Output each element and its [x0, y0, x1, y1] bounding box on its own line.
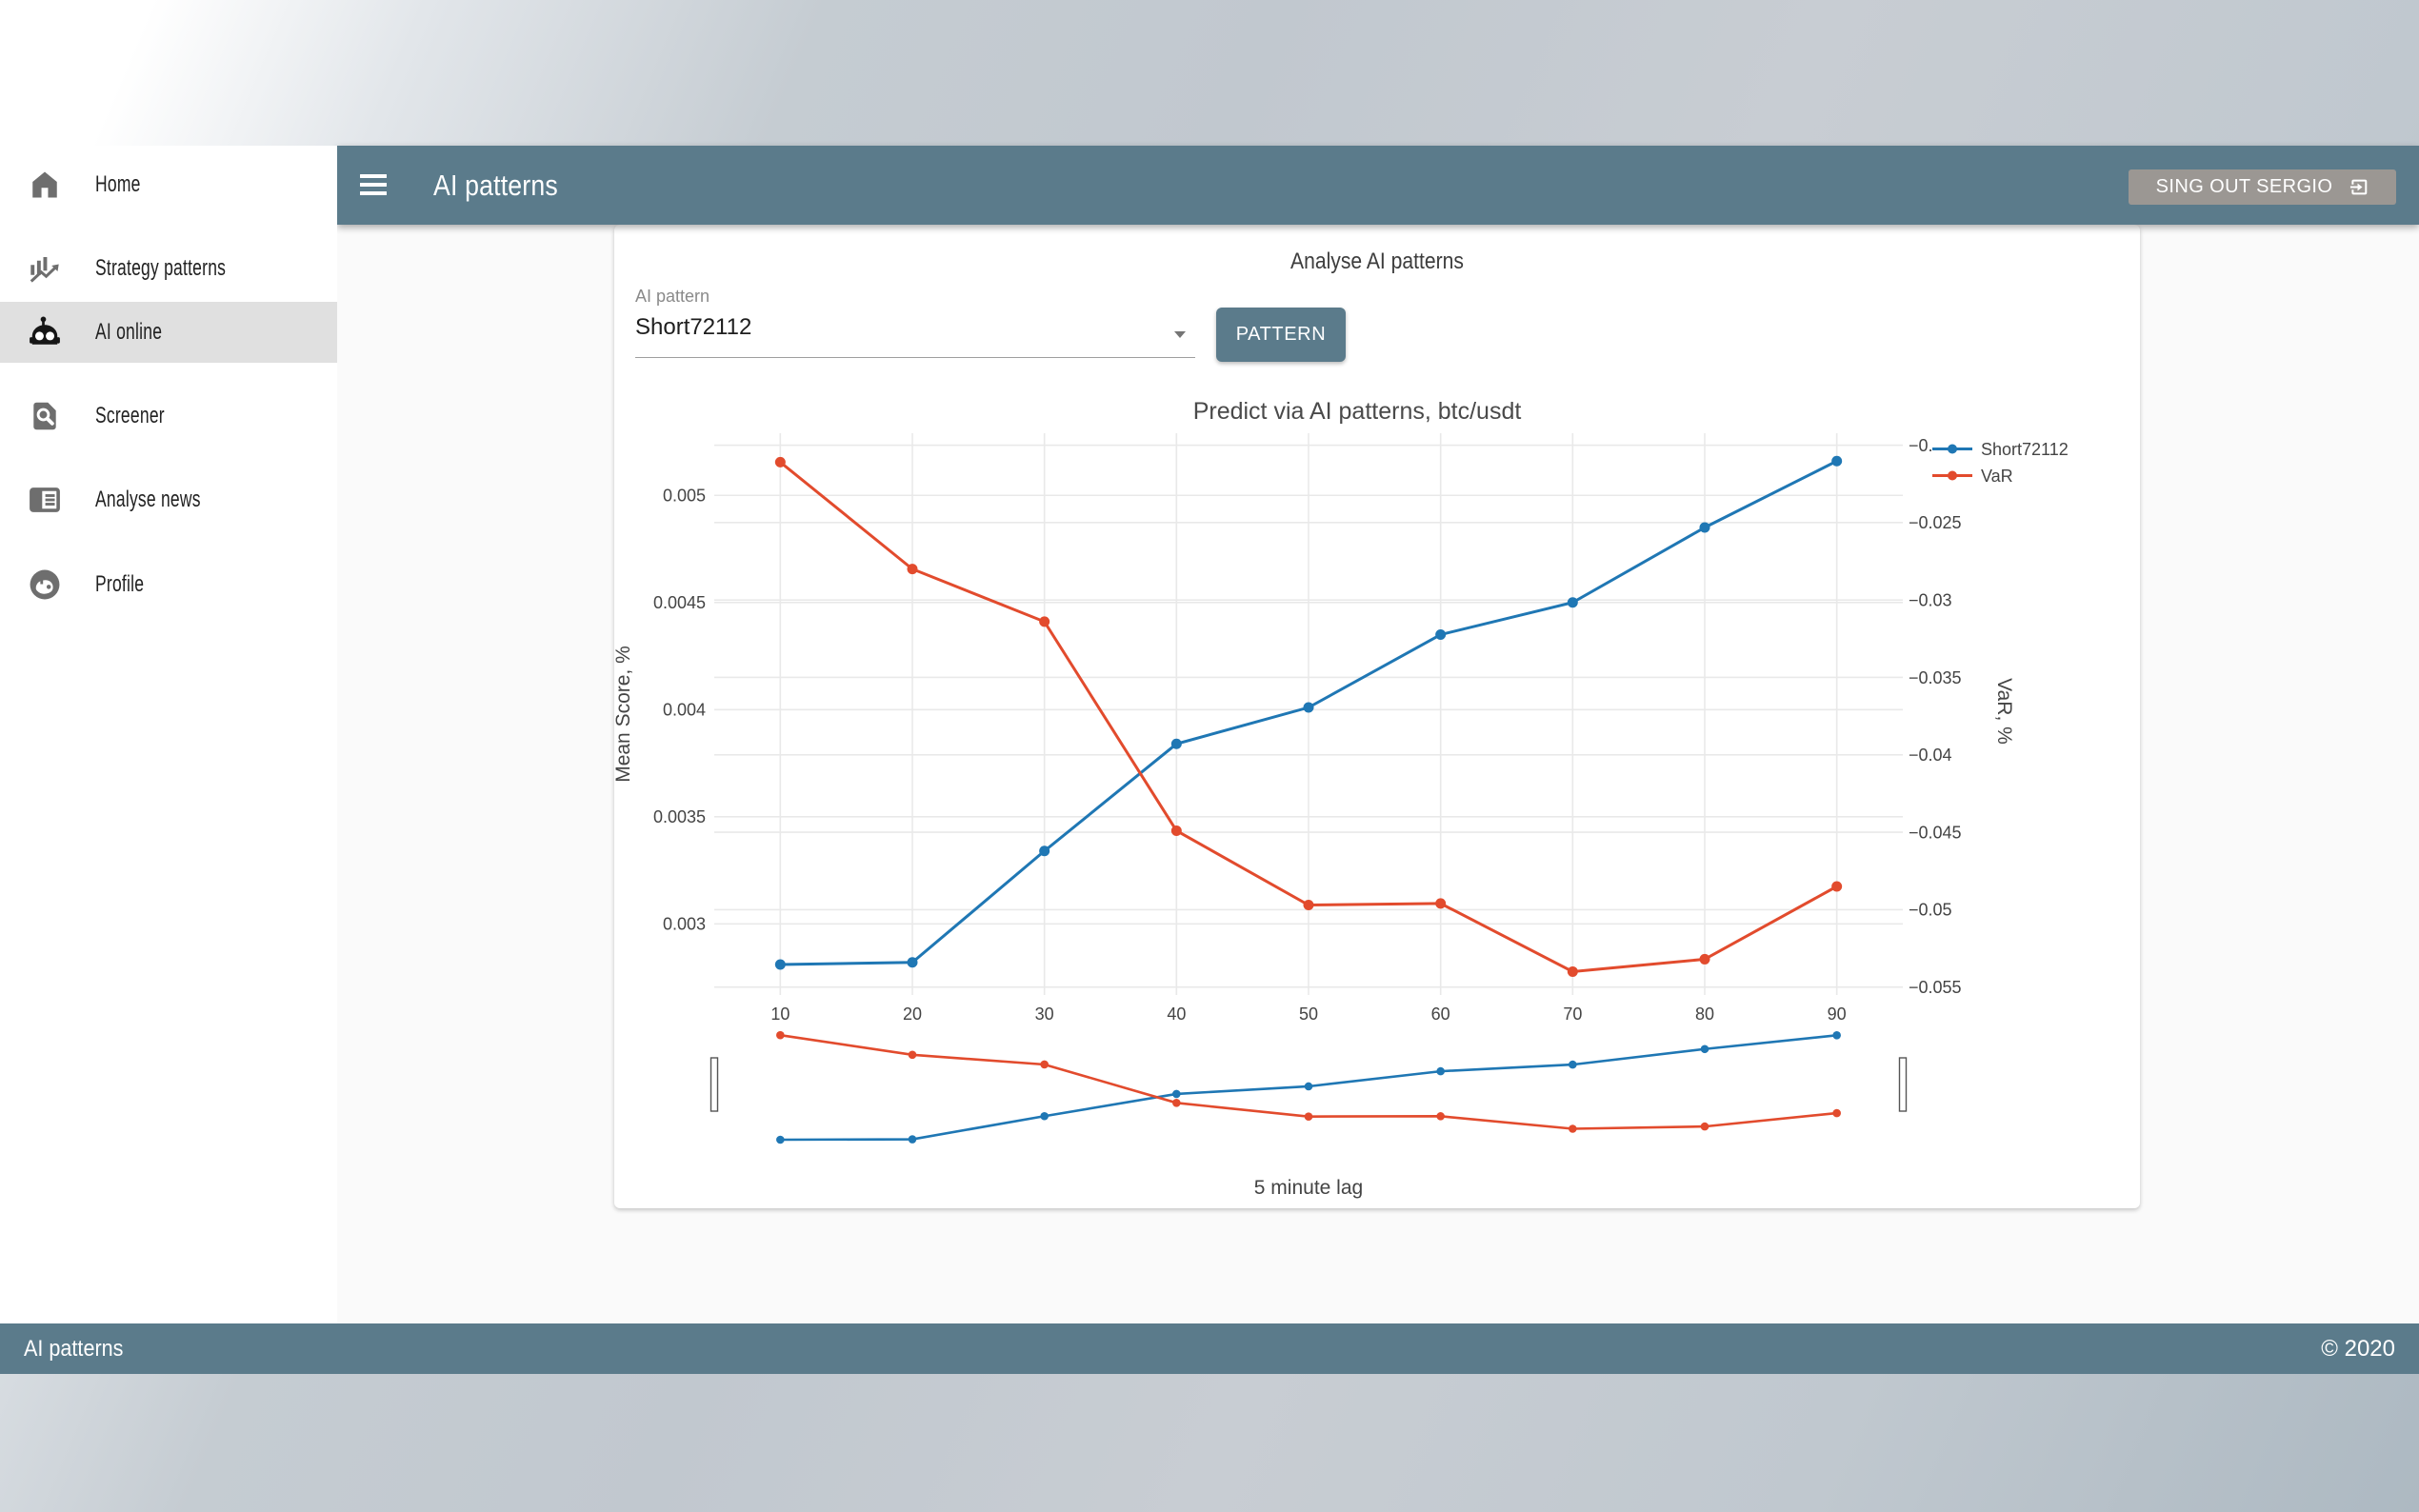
card-heading: Analyse AI patterns [1290, 249, 1464, 274]
x-tick-label: 40 [1167, 1005, 1186, 1024]
sign-out-label: SING OUT SERGIO [2155, 175, 2333, 197]
home-icon [32, 171, 57, 198]
y-right-tick-label: −0.055 [1909, 978, 1962, 997]
series-Short72112 [774, 455, 1843, 970]
chart-trend-icon [30, 257, 59, 283]
ai-pattern-select[interactable]: AI pattern Short72112 [635, 287, 1195, 358]
y-left-tick-label: 0.0045 [653, 593, 706, 612]
mini-series-Short72112 [776, 1031, 1841, 1144]
right-axis-title: VaR, % [1993, 678, 2015, 745]
rangeslider-right-handle[interactable] [1898, 1057, 1908, 1112]
sidebar-item-home[interactable]: Home [0, 154, 337, 215]
dropdown-arrow-icon[interactable] [1174, 331, 1186, 338]
newspaper-icon [30, 487, 60, 512]
robot-icon [30, 316, 60, 345]
appbar: AI patterns SING OUT SERGIO [337, 146, 2419, 225]
sidebar-item-analyse-news[interactable]: Analyse news [0, 469, 337, 530]
footer-app-name: AI patterns [24, 1335, 124, 1362]
ai-pattern-select-value: Short72112 [635, 314, 752, 340]
x-tick-label: 80 [1695, 1005, 1714, 1024]
sidebar-item-label: Strategy patterns [95, 255, 227, 281]
svg-text:Short72112: Short72112 [1981, 440, 2069, 459]
x-tick-label: 30 [1035, 1005, 1054, 1024]
face-icon [30, 569, 60, 599]
y-right-tick-label: −0.04 [1909, 746, 1952, 765]
y-left-tick-label: 0.004 [663, 701, 706, 720]
rangeslider [710, 1030, 1908, 1144]
data-point [1435, 629, 1447, 641]
data-point [1303, 702, 1314, 713]
sidebar-item-screener[interactable]: Screener [0, 386, 337, 447]
x-axis-title: 5 minute lag [1254, 1177, 1363, 1199]
footer-copyright: © 2020 [2321, 1335, 2395, 1362]
sidebar-item-label: Profile [95, 570, 145, 597]
data-point [1567, 965, 1578, 977]
main-content: Analyse AI patterns AI pattern Short7211… [337, 225, 2419, 1323]
data-point [1699, 522, 1710, 533]
data-point [1435, 898, 1447, 909]
data-point [774, 456, 786, 468]
data-point [1039, 616, 1050, 627]
x-tick-label: 20 [903, 1005, 922, 1024]
x-tick-label: 60 [1431, 1005, 1450, 1024]
menu-icon[interactable] [360, 165, 387, 205]
chart-title: Predict via AI patterns, btc/usdt [1193, 398, 1522, 425]
data-point [1831, 881, 1843, 892]
legend-item-VaR[interactable]: VaR [1932, 467, 2013, 486]
x-tick-label: 70 [1563, 1005, 1582, 1024]
data-point [1170, 738, 1182, 749]
login-icon [2350, 179, 2368, 194]
data-point [1170, 825, 1182, 836]
axis-tick-labels: 0.003 0.0035 0.004 0.0045 0.005 −0.055 −0.05 −0… [653, 436, 1962, 1024]
mini-series-VaR [776, 1030, 1841, 1133]
app-window: Home Strategy patterns [0, 146, 2419, 1374]
left-axis-title: Mean Score, % [614, 646, 634, 783]
sidebar-item-label: Screener [95, 402, 165, 428]
rangeslider-left-handle[interactable] [710, 1057, 719, 1112]
y-right-tick-label: −0.05 [1909, 901, 1952, 920]
data-point [907, 564, 918, 575]
page-title: AI patterns [433, 169, 558, 202]
y-right-tick-label: −0.045 [1909, 823, 1962, 842]
sidebar: Home Strategy patterns [0, 146, 337, 1323]
prediction-chart: 0.003 0.0035 0.004 0.0045 0.005 −0.055 −0.05 −0… [614, 398, 2069, 1199]
sidebar-item-label: Analyse news [95, 487, 201, 512]
menu-icon-bar [360, 183, 387, 187]
legend: Short72112 VaR [1932, 440, 2069, 486]
sidebar-item-label: AI online [95, 318, 163, 345]
analysis-card: Analyse AI patterns AI pattern Short7211… [614, 225, 2140, 1208]
data-point [1831, 455, 1843, 467]
select-underline [635, 357, 1195, 358]
sidebar-item-label: Home [95, 171, 141, 197]
ai-pattern-select-label: AI pattern [635, 287, 710, 306]
data-point [1039, 846, 1050, 857]
y-right-tick-label: −0.03 [1909, 590, 1952, 609]
document-search-icon [33, 402, 56, 429]
y-left-tick-label: 0.005 [663, 487, 706, 506]
menu-icon-bar [360, 191, 387, 195]
x-tick-label: 90 [1828, 1005, 1847, 1024]
menu-icon-bar [360, 174, 387, 178]
sidebar-item-profile[interactable]: Profile [0, 554, 337, 615]
data-point [774, 959, 786, 970]
svg-text:VaR: VaR [1981, 467, 2013, 486]
data-point [1567, 597, 1578, 608]
y-left-tick-label: 0.003 [663, 915, 706, 934]
data-point [1303, 900, 1314, 911]
pattern-button[interactable]: PATTERN [1216, 308, 1346, 362]
x-tick-label: 10 [770, 1005, 790, 1024]
y-right-tick-label: −0.025 [1909, 513, 1962, 532]
x-tick-label: 50 [1299, 1005, 1318, 1024]
y-left-tick-label: 0.0035 [653, 807, 706, 826]
sidebar-item-strategy-patterns[interactable]: Strategy patterns [0, 238, 337, 299]
y-right-tick-label: −0.035 [1909, 668, 1962, 687]
y-right-tick-label: −0. [1909, 436, 1933, 455]
legend-item-Short72112[interactable]: Short72112 [1932, 440, 2069, 459]
sign-out-button[interactable]: SING OUT SERGIO [2129, 169, 2396, 205]
sidebar-item-ai-online[interactable]: AI online [0, 301, 337, 363]
data-point [1699, 953, 1710, 965]
data-point [907, 957, 918, 968]
series-VaR [774, 456, 1843, 977]
footer: AI patterns © 2020 [0, 1323, 2419, 1374]
